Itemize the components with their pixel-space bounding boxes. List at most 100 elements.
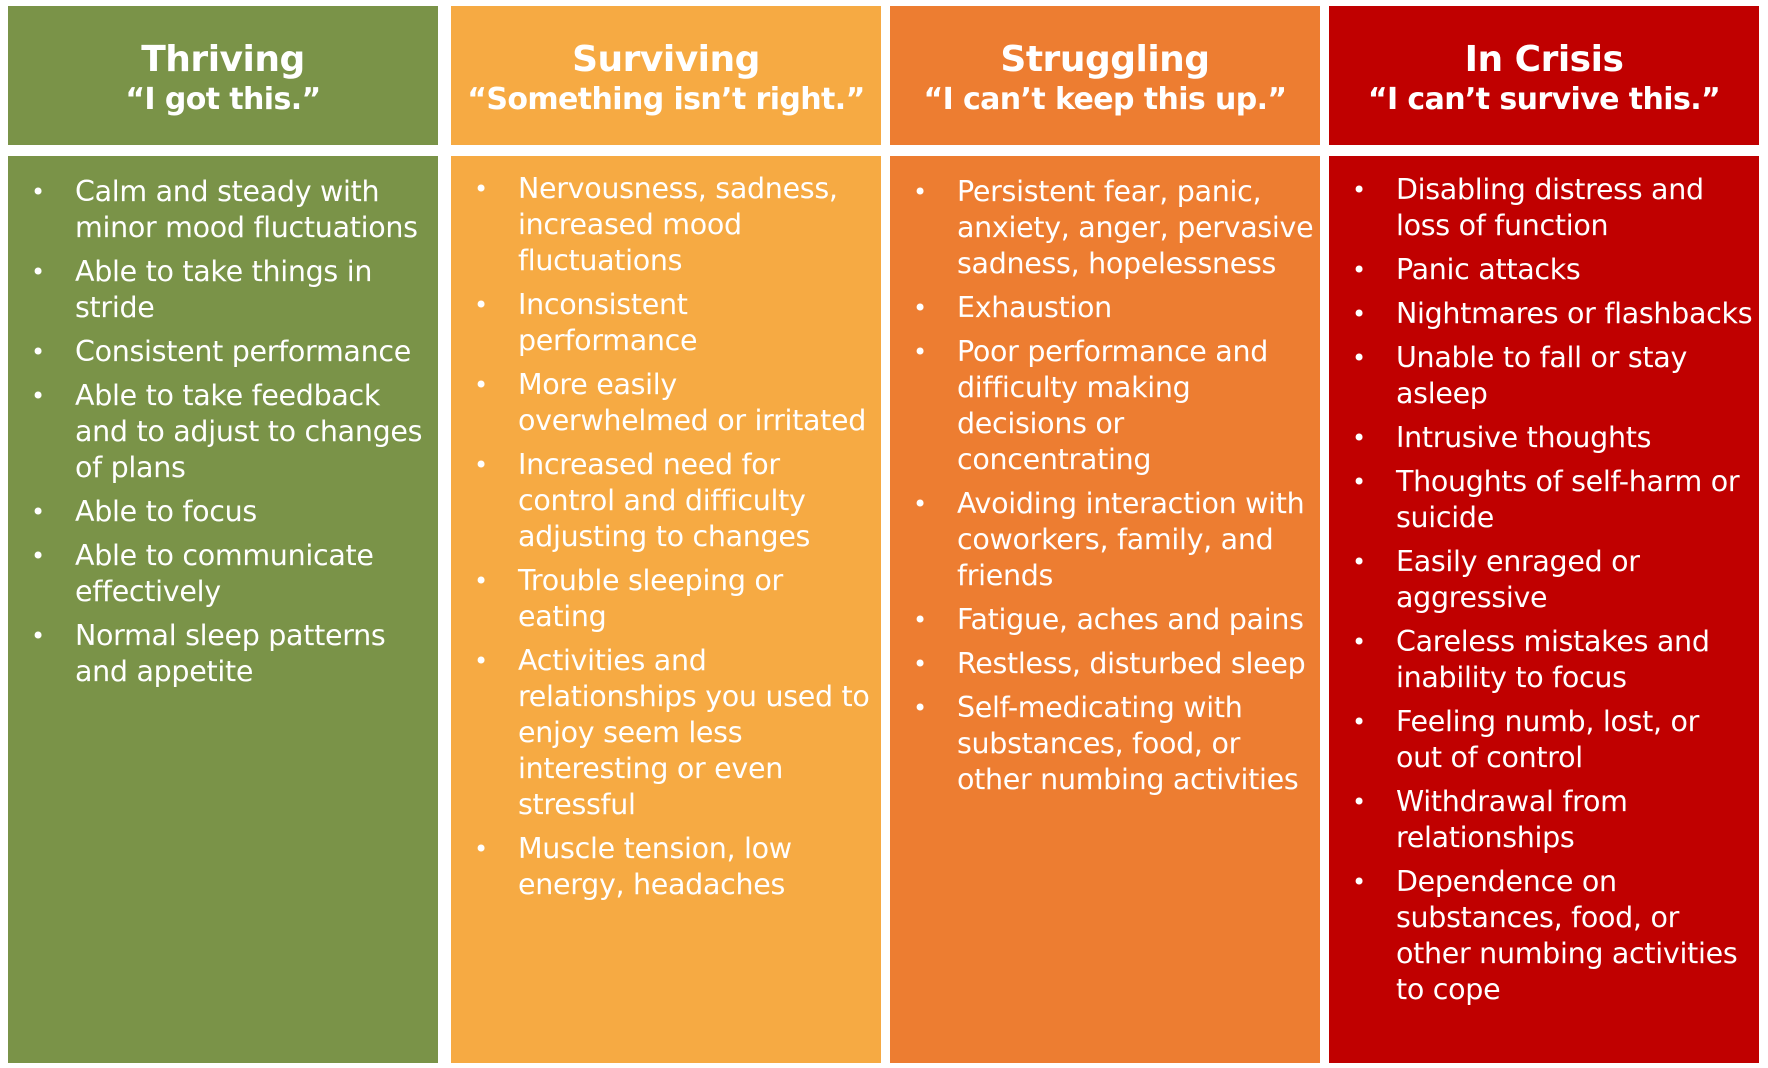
- bullet-icon: •: [913, 294, 927, 322]
- item-text: Avoiding interaction with coworkers, fam…: [957, 487, 1305, 592]
- title-thriving: Thriving: [141, 39, 305, 80]
- bullet-icon: •: [913, 606, 927, 634]
- bullet-icon: •: [31, 498, 45, 526]
- bullet-icon: •: [474, 567, 488, 595]
- bullet-icon: •: [1352, 628, 1366, 656]
- item-text: Inconsistent performance: [518, 288, 698, 357]
- column-surviving: Surviving “Something isn’t right.” • Nerv…: [451, 0, 881, 1068]
- title-in-crisis: In Crisis: [1464, 39, 1624, 80]
- bullet-icon: •: [31, 338, 45, 366]
- list-item: • Dependence on substances, food, or othe…: [1329, 864, 1759, 1008]
- item-text: Persistent fear, panic, anxiety, anger, …: [957, 175, 1314, 280]
- list-in-crisis: • Disabling distress and loss of function…: [1329, 172, 1759, 1008]
- body-struggling: • Persistent fear, panic, anxiety, anger,…: [890, 156, 1320, 1063]
- body-surviving: • Nervousness, sadness, increased mood fl…: [451, 156, 881, 1063]
- bullet-icon: •: [31, 622, 45, 650]
- list-item: • Nervousness, sadness, increased mood fl…: [451, 171, 881, 279]
- item-text: Able to take things in stride: [75, 255, 373, 324]
- list-item: • Consistent performance: [8, 334, 438, 370]
- bullet-icon: •: [913, 490, 927, 518]
- item-text: Able to communicate effectively: [75, 539, 374, 608]
- body-in-crisis: • Disabling distress and loss of function…: [1329, 156, 1759, 1063]
- list-item: • Nightmares or flashbacks: [1329, 296, 1759, 332]
- item-text: Trouble sleeping or eating: [518, 564, 783, 633]
- bullet-icon: •: [474, 175, 488, 203]
- bullet-icon: •: [31, 542, 45, 570]
- item-text: Muscle tension, low energy, headaches: [518, 832, 792, 901]
- item-text: Unable to fall or stay asleep: [1396, 341, 1688, 410]
- header-thriving: Thriving “I got this.”: [8, 6, 438, 145]
- item-text: Increased need for control and difficult…: [518, 448, 811, 553]
- item-text: Fatigue, aches and pains: [957, 603, 1304, 636]
- list-item: • Activities and relationships you used t…: [451, 643, 881, 823]
- list-item: • Persistent fear, panic, anxiety, anger,…: [890, 174, 1320, 282]
- bullet-icon: •: [474, 291, 488, 319]
- item-text: Careless mistakes and inability to focus: [1396, 625, 1710, 694]
- bullet-icon: •: [1352, 256, 1366, 284]
- body-thriving: • Calm and steady with minor mood fluctua…: [8, 156, 438, 1063]
- bullet-icon: •: [31, 382, 45, 410]
- bullet-icon: •: [1352, 868, 1366, 896]
- bullet-icon: •: [1352, 300, 1366, 328]
- item-text: More easily overwhelmed or irritated: [518, 368, 867, 437]
- item-text: Normal sleep patterns and appetite: [75, 619, 386, 688]
- item-text: Consistent performance: [75, 335, 411, 368]
- header-in-crisis: In Crisis “I can’t survive this.”: [1329, 6, 1759, 145]
- list-item: • Disabling distress and loss of function: [1329, 172, 1759, 244]
- list-item: • Poor performance and difficulty making …: [890, 334, 1320, 478]
- item-text: Dependence on substances, food, or other…: [1396, 865, 1738, 1006]
- list-item: • Fatigue, aches and pains: [890, 602, 1320, 638]
- list-item: • Able to communicate effectively: [8, 538, 438, 610]
- list-item: • Able to focus: [8, 494, 438, 530]
- bullet-icon: •: [1352, 708, 1366, 736]
- bullet-icon: •: [1352, 788, 1366, 816]
- list-item: • Able to take things in stride: [8, 254, 438, 326]
- item-text: Restless, disturbed sleep: [957, 647, 1306, 680]
- list-item: • Avoiding interaction with coworkers, fa…: [890, 486, 1320, 594]
- list-item: • Inconsistent performance: [451, 287, 881, 359]
- item-text: Activities and relationships you used to…: [518, 644, 870, 821]
- quote-surviving: “Something isn’t right.”: [467, 82, 865, 117]
- title-surviving: Surviving: [572, 39, 760, 80]
- list-surviving: • Nervousness, sadness, increased mood fl…: [451, 171, 881, 903]
- bullet-icon: •: [1352, 548, 1366, 576]
- list-item: • More easily overwhelmed or irritated: [451, 367, 881, 439]
- item-text: Feeling numb, lost, or out of control: [1396, 705, 1700, 774]
- bullet-icon: •: [1352, 176, 1366, 204]
- item-text: Calm and steady with minor mood fluctuat…: [75, 175, 418, 244]
- list-struggling: • Persistent fear, panic, anxiety, anger,…: [890, 174, 1320, 798]
- list-item: • Restless, disturbed sleep: [890, 646, 1320, 682]
- bullet-icon: •: [913, 338, 927, 366]
- item-text: Intrusive thoughts: [1396, 421, 1652, 454]
- item-text: Thoughts of self-harm or suicide: [1396, 465, 1740, 534]
- list-item: • Thoughts of self-harm or suicide: [1329, 464, 1759, 536]
- list-item: • Withdrawal from relationships: [1329, 784, 1759, 856]
- list-item: • Intrusive thoughts: [1329, 420, 1759, 456]
- list-item: • Able to take feedback and to adjust to …: [8, 378, 438, 486]
- list-item: • Calm and steady with minor mood fluctua…: [8, 174, 438, 246]
- column-struggling: Struggling “I can’t keep this up.” • Pers…: [890, 0, 1320, 1068]
- quote-in-crisis: “I can’t survive this.”: [1367, 82, 1721, 117]
- list-item: • Muscle tension, low energy, headaches: [451, 831, 881, 903]
- header-surviving: Surviving “Something isn’t right.”: [451, 6, 881, 145]
- bullet-icon: •: [474, 647, 488, 675]
- list-item: • Normal sleep patterns and appetite: [8, 618, 438, 690]
- bullet-icon: •: [31, 258, 45, 286]
- quote-struggling: “I can’t keep this up.”: [923, 82, 1287, 117]
- column-thriving: Thriving “I got this.” • Calm and steady …: [8, 0, 438, 1068]
- list-item: • Easily enraged or aggressive: [1329, 544, 1759, 616]
- list-thriving: • Calm and steady with minor mood fluctua…: [8, 174, 438, 690]
- item-text: Withdrawal from relationships: [1396, 785, 1628, 854]
- item-text: Poor performance and difficulty making d…: [957, 335, 1269, 476]
- bullet-icon: •: [913, 650, 927, 678]
- list-item: • Unable to fall or stay asleep: [1329, 340, 1759, 412]
- list-item: • Feeling numb, lost, or out of control: [1329, 704, 1759, 776]
- item-text: Easily enraged or aggressive: [1396, 545, 1640, 614]
- quote-thriving: “I got this.”: [125, 82, 321, 117]
- bullet-icon: •: [474, 451, 488, 479]
- item-text: Self-medicating with substances, food, o…: [957, 691, 1299, 796]
- bullet-icon: •: [1352, 344, 1366, 372]
- header-struggling: Struggling “I can’t keep this up.”: [890, 6, 1320, 145]
- bullet-icon: •: [474, 371, 488, 399]
- list-item: • Exhaustion: [890, 290, 1320, 326]
